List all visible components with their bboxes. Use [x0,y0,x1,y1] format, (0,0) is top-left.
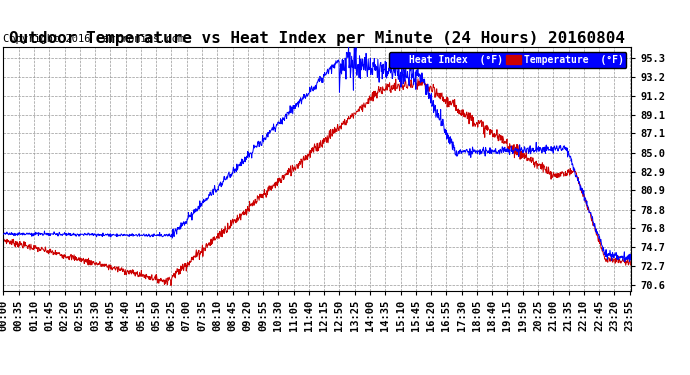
Text: Copyright 2016 Cartronics.com: Copyright 2016 Cartronics.com [3,34,185,45]
Title: Outdoor Temperature vs Heat Index per Minute (24 Hours) 20160804: Outdoor Temperature vs Heat Index per Mi… [10,30,625,46]
Legend: Heat Index  (°F), Temperature  (°F): Heat Index (°F), Temperature (°F) [389,52,627,68]
